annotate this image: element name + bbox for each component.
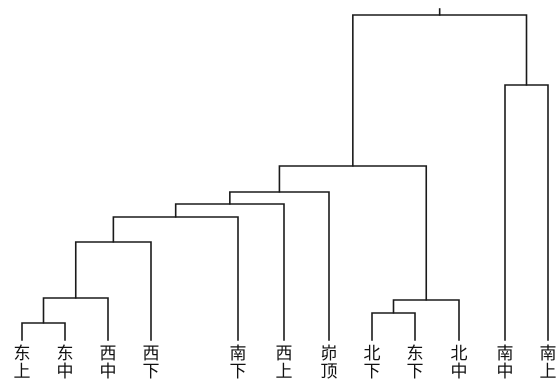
merge-c7: [174, 203, 285, 341]
leaf-label-l2-line2: 中: [57, 362, 74, 382]
leaf-label-l6-line1: 西: [276, 344, 293, 364]
merge-c2: [42, 297, 109, 341]
leaf-label-l9-line1: 东: [407, 344, 424, 364]
leaf-label-l9-line2: 下: [407, 362, 424, 382]
dendrogram-branches: [21, 8, 549, 341]
merge-c4: [371, 312, 416, 341]
leaf-label-l2-line1: 东: [57, 344, 74, 364]
merge-c10: [504, 84, 549, 341]
leaf-label-l4-line2: 下: [143, 362, 160, 382]
leaf-label-l1-line1: 东: [14, 344, 31, 364]
merge-c8: [229, 191, 330, 341]
leaf-label-l3-line2: 中: [100, 362, 117, 382]
leaf-label-l11-line2: 中: [497, 362, 514, 382]
merge-c1: [21, 322, 66, 341]
leaf-label-l1-line2: 上: [14, 362, 31, 382]
leaf-label-l10-line2: 中: [451, 362, 468, 382]
leaf-label-l5-line2: 下: [230, 362, 247, 382]
leaf-label-l10-line1: 北: [451, 344, 468, 364]
leaf-label-l4-line1: 西: [143, 344, 160, 364]
leaf-label-l8-line1: 北: [364, 344, 381, 364]
merge-c9: [278, 165, 428, 301]
leaf-label-l7-line2: 顶: [321, 362, 338, 382]
merge-c3: [74, 241, 152, 341]
leaf-label-l12-line1: 南: [540, 344, 557, 364]
leaf-label-l8-line2: 下: [364, 362, 381, 382]
leaf-label-l7-line1: 峁: [321, 344, 338, 364]
leaf-label-l3-line1: 西: [100, 344, 117, 364]
merge-c5: [392, 299, 460, 341]
leaf-label-l6-line2: 上: [276, 362, 293, 382]
leaf-label-l12-line2: 上: [540, 362, 557, 382]
leaf-label-l5-line1: 南: [230, 344, 247, 364]
leaf-label-l11-line1: 南: [497, 344, 514, 364]
merge-c11: [352, 14, 528, 167]
merge-c6: [112, 216, 239, 341]
